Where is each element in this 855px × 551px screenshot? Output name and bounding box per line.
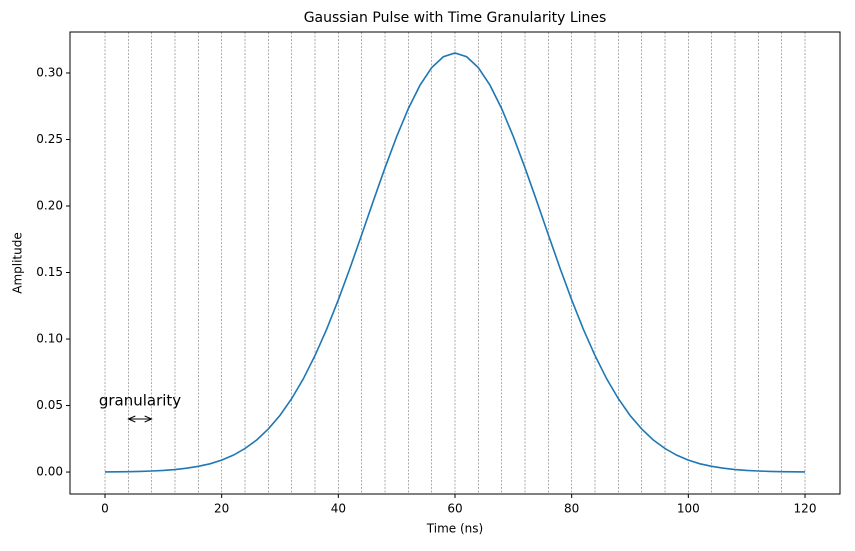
x-tick-label: 60	[447, 502, 462, 516]
chart-title: Gaussian Pulse with Time Granularity Lin…	[304, 10, 607, 26]
annotation: granularity	[99, 392, 181, 410]
x-tick-label: 80	[564, 502, 579, 516]
plot-frame	[69, 31, 841, 495]
pulse-line	[104, 52, 806, 473]
y-axis-label: Amplitude	[11, 232, 25, 294]
y-tick-label: 0.25	[36, 132, 63, 146]
x-tick-label: 120	[794, 502, 817, 516]
y-tick-label: 0.10	[36, 332, 63, 346]
y-tick-label: 0.20	[36, 198, 63, 212]
x-tick-label: 40	[331, 502, 346, 516]
x-tick-label: 0	[101, 502, 109, 516]
y-tick-label: 0.00	[36, 465, 63, 479]
y-tick-label: 0.15	[36, 265, 63, 279]
x-axis-label: Time (ns)	[426, 522, 483, 536]
x-tick-label: 100	[677, 502, 700, 516]
y-tick-label: 0.30	[36, 65, 63, 79]
y-tick-label: 0.05	[36, 398, 63, 412]
x-tick-label: 20	[214, 502, 229, 516]
